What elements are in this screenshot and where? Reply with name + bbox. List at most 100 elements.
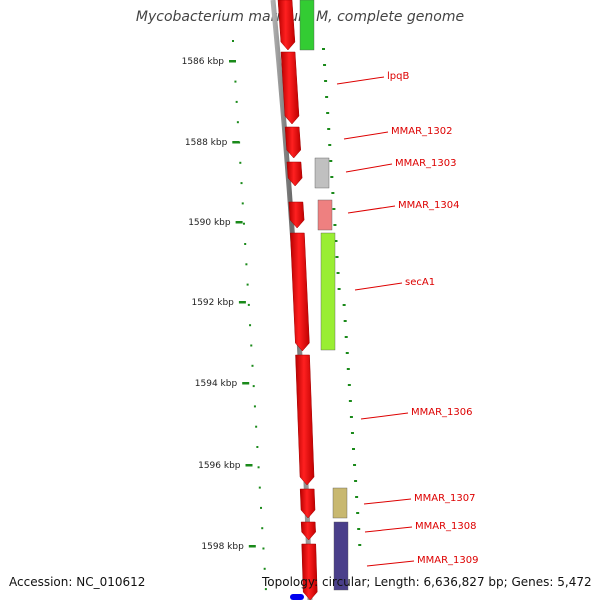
inner-tick [344, 336, 348, 338]
inner-tick [356, 512, 360, 514]
scale-tick [247, 303, 250, 306]
inner-tick [334, 240, 338, 242]
inner-tick [335, 256, 339, 258]
cog-feature [320, 232, 336, 351]
inner-tick [327, 128, 331, 130]
scale-tick [239, 161, 242, 164]
scale-tick [253, 405, 256, 408]
leader-line [345, 163, 393, 173]
scale-tick [244, 243, 247, 245]
gene-labels: lpqB MMAR_1302 MMAR_1303 MMAR_1304 secA1 MMAR… [336, 71, 479, 567]
inner-tick [326, 112, 330, 114]
scale-tick [234, 80, 237, 83]
scale-tick [250, 344, 253, 347]
kbp-label: 1596 kbp [198, 461, 241, 471]
kbp-major-tick [229, 60, 236, 63]
scale-tick [251, 364, 254, 367]
kbp-label: 1590 kbp [188, 218, 231, 228]
gene-arrow [280, 51, 300, 125]
kbp-major-tick [245, 464, 253, 467]
scale-tick [262, 547, 265, 550]
scale-tick [252, 385, 255, 388]
gene-arrow [286, 161, 303, 187]
inner-tick [354, 480, 358, 482]
scale-tick [245, 263, 248, 266]
inner-tick [325, 96, 329, 98]
gene-label: MMAR_1307 [414, 493, 476, 504]
gene-label: MMAR_1309 [417, 555, 479, 566]
gene-track [277, 0, 349, 600]
kbp-major-tick [248, 545, 256, 548]
cog-feature [332, 487, 348, 519]
scale-tick [257, 466, 260, 469]
inner-tick [352, 448, 355, 450]
inner-tick [358, 544, 362, 546]
scale-tick [256, 446, 259, 448]
scale-tick [236, 121, 239, 124]
scale-tick [264, 588, 267, 591]
inner-tick [348, 400, 352, 402]
scale-tick [240, 182, 243, 185]
kbp-label: 1586 kbp [182, 57, 225, 67]
scale-tick [232, 40, 234, 42]
leader-line [366, 560, 415, 567]
cog-feature [333, 521, 349, 591]
cog-feature [317, 199, 333, 231]
scale-tick [242, 222, 245, 225]
inner-tick [324, 80, 328, 82]
kbp-label: 1592 kbp [191, 298, 234, 308]
leader-line [347, 205, 396, 214]
gene-arrow [284, 126, 301, 159]
gene-label: MMAR_1304 [398, 200, 460, 211]
inner-tick [322, 48, 325, 50]
scale-tick [249, 324, 252, 327]
leader-line [354, 282, 403, 291]
kbp-label: 1598 kbp [201, 542, 244, 552]
position-marker [290, 594, 304, 600]
inner-tick [330, 176, 334, 178]
gene-arrow [290, 232, 310, 352]
cog-feature [299, 0, 315, 51]
kbp-major-tick [235, 221, 243, 224]
inner-tick [332, 208, 336, 210]
scale-tick [255, 425, 258, 428]
gene-arrow [301, 543, 318, 600]
inner-tick [343, 320, 347, 322]
gene-arrow [299, 488, 316, 519]
gene-label: secA1 [405, 277, 435, 288]
inner-tick [349, 416, 353, 418]
gene-label: MMAR_1306 [411, 407, 473, 418]
gene-label: MMAR_1303 [395, 158, 457, 169]
leader-line [343, 131, 389, 140]
inner-tick [355, 496, 359, 498]
scale-tick [261, 527, 264, 530]
inner-tick [331, 192, 335, 194]
kbp-label: 1594 kbp [195, 379, 238, 389]
topology-label: Topology: circular; Length: 6,636,827 bp… [262, 575, 592, 589]
gene-label: lpqB [387, 71, 409, 82]
scale-tick [246, 283, 249, 286]
leader-line [336, 76, 385, 85]
inner-tick [357, 528, 361, 530]
inner-tick [323, 64, 327, 66]
inner-tick [329, 160, 333, 162]
kbp-major-tick [242, 382, 250, 385]
scale-labels: 1586 kbp 1588 kbp 1590 kbp 1592 kbp 1594 kbp… [182, 57, 256, 552]
kbp-label: 1588 kbp [185, 138, 228, 148]
scale-ticks-track [232, 40, 362, 591]
scale-tick [258, 486, 261, 489]
scale-tick [263, 567, 266, 570]
leader-line [363, 498, 412, 505]
inner-tick [345, 352, 349, 354]
inner-tick [336, 272, 340, 274]
scale-tick [235, 100, 238, 103]
gene-arrow [288, 201, 305, 229]
cog-feature [314, 157, 330, 189]
gene-arrow [295, 354, 315, 486]
gene-label: MMAR_1308 [415, 521, 477, 532]
kbp-major-tick [232, 141, 240, 144]
inner-tick [347, 384, 351, 386]
inner-tick [333, 224, 337, 226]
gene-arrow [300, 521, 316, 541]
